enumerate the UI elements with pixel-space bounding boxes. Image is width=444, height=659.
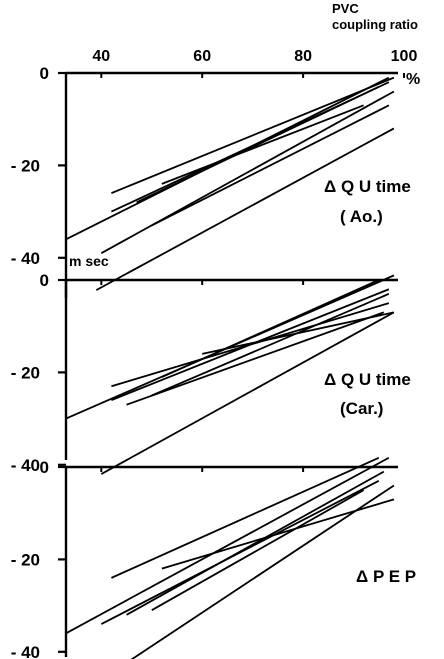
y-tick-label: 0: [40, 64, 49, 83]
y-tick-label: - 40: [11, 643, 40, 659]
series-line-5: [136, 86, 380, 204]
x-tick-label: 40: [92, 48, 110, 65]
top-label-line2: coupling ratio: [332, 17, 418, 32]
series-line-8: [161, 279, 380, 378]
series-line-8: [95, 127, 395, 291]
y-tick-label: - 20: [11, 363, 40, 382]
series-line-7: [126, 470, 385, 616]
series-line-7: [151, 104, 390, 227]
series-line-3: [111, 76, 395, 194]
panel-1: 40 60 80 100 0 - 20 - 40 Δ Q U time ( Ao.): [11, 48, 418, 298]
y-unit-label: m sec: [69, 253, 109, 269]
x-tick-label: 60: [193, 48, 211, 65]
series-line-6: [151, 489, 365, 612]
x-unit-label: %: [406, 71, 420, 88]
y-tick-label: 0: [40, 458, 49, 477]
series-line-1: [65, 456, 390, 635]
panel-label: Δ Q U time: [324, 177, 411, 196]
panel-3: 0 - 20 - 40 Δ P E P: [11, 456, 416, 659]
chart-panels: 40 60 80 100 0 - 20 - 40 Δ Q U time ( Ao.) 0 - 20 -…: [11, 48, 418, 659]
y-tick-label: - 40: [11, 249, 40, 268]
series-line-6: [161, 104, 364, 185]
series-line-5: [126, 311, 385, 406]
series-line-2: [100, 311, 395, 475]
series-line-4: [111, 288, 390, 401]
x-tick-label: 100: [391, 48, 418, 65]
y-tick-label: - 40: [11, 456, 40, 475]
series-line-2: [100, 90, 395, 254]
panel-label: Δ Q U time: [324, 370, 411, 389]
series-line-2: [130, 484, 395, 659]
panel-label: (Car.): [340, 399, 383, 418]
series-line-7: [202, 311, 395, 355]
panel-label: Δ P E P: [356, 567, 416, 586]
top-label-line1: PVC: [332, 1, 359, 16]
y-tick-label: 0: [40, 271, 49, 290]
series-line-5: [161, 498, 395, 570]
series-line-6: [151, 293, 390, 397]
y-tick-label: - 20: [11, 156, 40, 175]
panel-2: 0 - 20 - 40 Δ Q U time (Car.): [11, 271, 411, 475]
y-tick-label: - 20: [11, 550, 40, 569]
x-tick-label: 80: [294, 48, 312, 65]
series-line-3: [111, 456, 380, 579]
panel-label: ( Ao.): [340, 207, 383, 226]
